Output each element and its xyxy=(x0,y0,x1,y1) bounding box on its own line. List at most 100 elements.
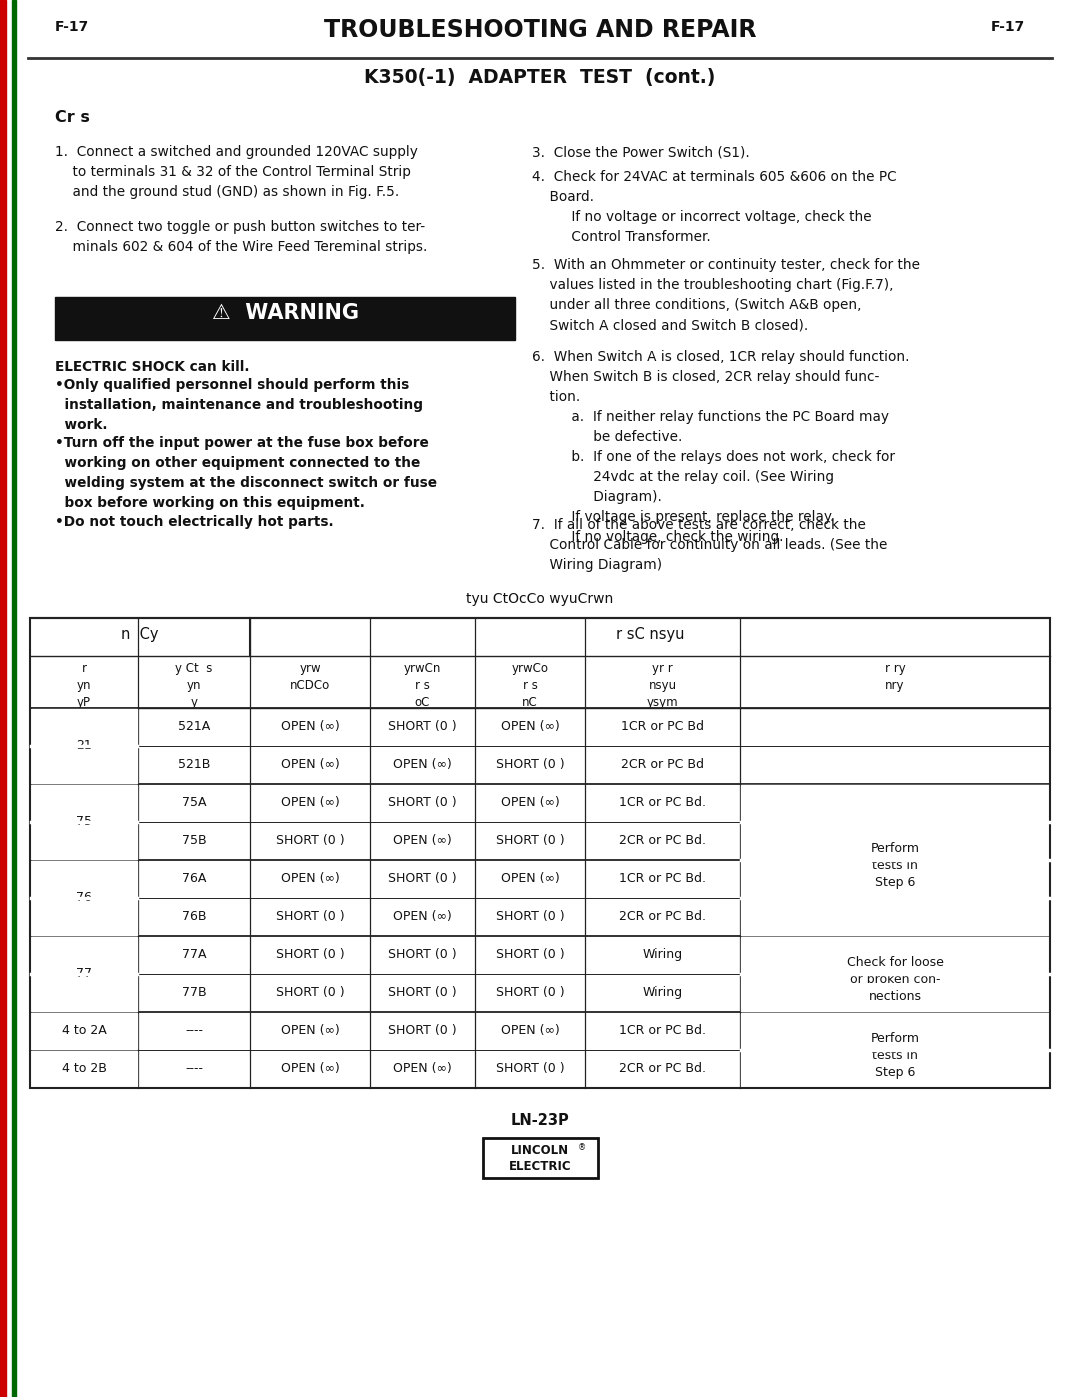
Text: 76: 76 xyxy=(76,891,92,904)
Text: 4 to 2B: 4 to 2B xyxy=(62,1062,107,1076)
Text: SHORT (0 ): SHORT (0 ) xyxy=(275,909,345,923)
Text: 2.  Connect two toggle or push button switches to ter-
    minals 602 & 604 of t: 2. Connect two toggle or push button swi… xyxy=(55,219,428,254)
Text: ELECTRIC SHOCK can kill.: ELECTRIC SHOCK can kill. xyxy=(55,360,249,374)
Text: SHORT (0 ): SHORT (0 ) xyxy=(275,834,345,847)
Text: Wiring: Wiring xyxy=(643,949,683,961)
Bar xyxy=(12,0,16,1397)
Text: SHORT (0 ): SHORT (0 ) xyxy=(388,872,457,886)
Bar xyxy=(483,1139,597,1178)
Text: tyu CtOcCo wyuCrwn: tyu CtOcCo wyuCrwn xyxy=(467,592,613,606)
Bar xyxy=(741,1013,1049,1087)
Text: 3.  Close the Power Switch (S1).: 3. Close the Power Switch (S1). xyxy=(532,145,750,159)
Bar xyxy=(31,785,137,859)
Text: OPEN (∞): OPEN (∞) xyxy=(501,872,559,886)
Text: SHORT (0 ): SHORT (0 ) xyxy=(388,719,457,733)
Text: OPEN (∞): OPEN (∞) xyxy=(393,759,451,771)
Bar xyxy=(31,1051,137,1087)
Bar xyxy=(741,785,1049,935)
Bar xyxy=(31,861,137,935)
Bar xyxy=(55,298,515,339)
Text: F-17: F-17 xyxy=(990,20,1025,34)
Text: Check for loose
or broken con-
nections: Check for loose or broken con- nections xyxy=(847,956,944,1003)
Text: OPEN (∞): OPEN (∞) xyxy=(393,909,451,923)
Text: y Ct  s
yn
y: y Ct s yn y xyxy=(175,662,213,710)
Text: 2CR or PC Bd.: 2CR or PC Bd. xyxy=(619,1062,706,1076)
Text: 75A: 75A xyxy=(181,796,206,809)
Text: SHORT (0 ): SHORT (0 ) xyxy=(388,986,457,999)
Text: yrw
nCDCo: yrw nCDCo xyxy=(289,662,330,692)
Text: Perform
tests in
Step 6: Perform tests in Step 6 xyxy=(870,842,919,888)
Text: 77: 77 xyxy=(76,967,92,981)
Bar xyxy=(31,937,137,1011)
Text: OPEN (∞): OPEN (∞) xyxy=(501,719,559,733)
Text: 2CR or PC Bd: 2CR or PC Bd xyxy=(621,759,704,771)
Text: 2CR or PC Bd.: 2CR or PC Bd. xyxy=(619,834,706,847)
Text: 75B: 75B xyxy=(181,834,206,847)
Text: SHORT (0 ): SHORT (0 ) xyxy=(496,1062,565,1076)
Text: OPEN (∞): OPEN (∞) xyxy=(281,1062,339,1076)
Text: 77A: 77A xyxy=(181,949,206,961)
Text: 2CR or PC Bd.: 2CR or PC Bd. xyxy=(619,909,706,923)
Text: ----: ---- xyxy=(185,1024,203,1037)
Text: LINCOLN: LINCOLN xyxy=(511,1144,569,1157)
Text: SHORT (0 ): SHORT (0 ) xyxy=(388,796,457,809)
Text: SHORT (0 ): SHORT (0 ) xyxy=(275,949,345,961)
Text: OPEN (∞): OPEN (∞) xyxy=(281,1024,339,1037)
Text: SHORT (0 ): SHORT (0 ) xyxy=(388,949,457,961)
Text: OPEN (∞): OPEN (∞) xyxy=(281,872,339,886)
Text: SHORT (0 ): SHORT (0 ) xyxy=(496,949,565,961)
Text: 7.  If all of the above tests are correct, check the
    Control Cable for conti: 7. If all of the above tests are correct… xyxy=(532,518,888,573)
Bar xyxy=(31,1013,137,1049)
Text: K350(-1)  ADAPTER  TEST  (cont.): K350(-1) ADAPTER TEST (cont.) xyxy=(364,68,716,87)
Text: SHORT (0 ): SHORT (0 ) xyxy=(496,909,565,923)
Text: 1CR or PC Bd.: 1CR or PC Bd. xyxy=(619,1024,706,1037)
Text: TROUBLESHOOTING AND REPAIR: TROUBLESHOOTING AND REPAIR xyxy=(324,18,756,42)
Text: Perform
tests in
Step 6: Perform tests in Step 6 xyxy=(870,1032,919,1078)
Text: r
yn
yP: r yn yP xyxy=(77,662,91,710)
Text: r sC nsyu: r sC nsyu xyxy=(616,627,685,643)
Text: SHORT (0 ): SHORT (0 ) xyxy=(496,834,565,847)
Text: 4.  Check for 24VAC at terminals 605 &606 on the PC
    Board.
         If no vo: 4. Check for 24VAC at terminals 605 &606… xyxy=(532,170,896,244)
Text: 4 to 2A: 4 to 2A xyxy=(62,1024,106,1037)
Text: SHORT (0 ): SHORT (0 ) xyxy=(388,1024,457,1037)
Text: OPEN (∞): OPEN (∞) xyxy=(501,1024,559,1037)
Text: yrwCn
r s
oC: yrwCn r s oC xyxy=(404,662,442,710)
Text: OPEN (∞): OPEN (∞) xyxy=(393,834,451,847)
Text: SHORT (0 ): SHORT (0 ) xyxy=(496,759,565,771)
Text: 77B: 77B xyxy=(181,986,206,999)
Text: ⚠  WARNING: ⚠ WARNING xyxy=(212,303,359,323)
Text: 21: 21 xyxy=(76,739,92,752)
Text: ®: ® xyxy=(578,1143,586,1153)
Text: •Turn off the input power at the fuse box before
  working on other equipment co: •Turn off the input power at the fuse bo… xyxy=(55,436,437,510)
Text: 1.  Connect a switched and grounded 120VAC supply
    to terminals 31 & 32 of th: 1. Connect a switched and grounded 120VA… xyxy=(55,145,418,200)
Text: 6.  When Switch A is closed, 1CR relay should function.
    When Switch B is clo: 6. When Switch A is closed, 1CR relay sh… xyxy=(532,351,909,545)
Text: 76B: 76B xyxy=(181,909,206,923)
Text: yrwCo
r s
nC: yrwCo r s nC xyxy=(512,662,549,710)
Text: SHORT (0 ): SHORT (0 ) xyxy=(275,986,345,999)
Text: F-17: F-17 xyxy=(55,20,90,34)
Text: Cr s: Cr s xyxy=(55,110,90,124)
Text: yr r
nsyu
ysym: yr r nsyu ysym xyxy=(647,662,678,710)
Text: n  Cy: n Cy xyxy=(121,627,159,643)
Text: 1CR or PC Bd.: 1CR or PC Bd. xyxy=(619,796,706,809)
Text: 5.  With an Ohmmeter or continuity tester, check for the
    values listed in th: 5. With an Ohmmeter or continuity tester… xyxy=(532,258,920,332)
Text: •Only qualified personnel should perform this
  installation, maintenance and tr: •Only qualified personnel should perform… xyxy=(55,379,423,432)
Text: 1CR or PC Bd.: 1CR or PC Bd. xyxy=(619,872,706,886)
Text: Wiring: Wiring xyxy=(643,986,683,999)
Text: 76A: 76A xyxy=(181,872,206,886)
Text: 521A: 521A xyxy=(178,719,211,733)
Text: ----: ---- xyxy=(185,1062,203,1076)
Bar xyxy=(741,937,1049,1011)
Bar xyxy=(31,710,137,782)
Text: OPEN (∞): OPEN (∞) xyxy=(281,759,339,771)
Bar xyxy=(30,617,1050,1088)
Text: r ry
nry: r ry nry xyxy=(885,662,905,692)
Text: OPEN (∞): OPEN (∞) xyxy=(501,796,559,809)
Text: OPEN (∞): OPEN (∞) xyxy=(281,796,339,809)
Text: 521B: 521B xyxy=(178,759,211,771)
Text: SHORT (0 ): SHORT (0 ) xyxy=(496,986,565,999)
Text: 75: 75 xyxy=(76,814,92,828)
Text: 1CR or PC Bd: 1CR or PC Bd xyxy=(621,719,704,733)
Text: •Do not touch electrically hot parts.: •Do not touch electrically hot parts. xyxy=(55,515,334,529)
Text: LN-23P: LN-23P xyxy=(511,1113,569,1127)
